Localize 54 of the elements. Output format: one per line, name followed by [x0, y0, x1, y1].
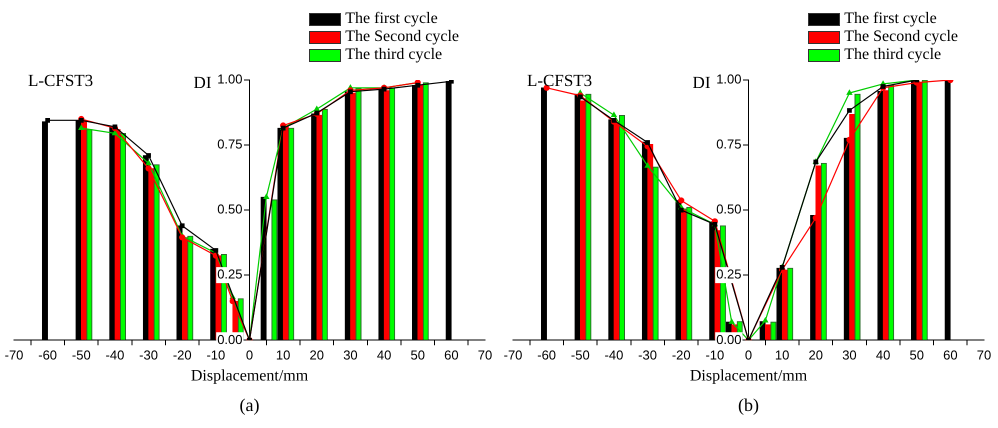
x-tick-label: 30 [343, 348, 358, 363]
y-tick-label: 0.50 [217, 202, 242, 217]
x-tick-label: -10 [705, 348, 724, 363]
legend-label: The Second cycle [345, 28, 459, 46]
y-tick-label: 0.75 [716, 136, 742, 152]
x-tick-label: -10 [206, 348, 226, 363]
x-axis-title: Displacement/mm [690, 368, 808, 385]
x-tick-label: -40 [604, 348, 624, 363]
legend-label: The Second cycle [844, 28, 958, 46]
chart-title: L-CFST3 [28, 71, 94, 90]
y-axis-title: DI [194, 73, 212, 92]
legend-label: The third cycle [844, 46, 942, 64]
x-tick-label: -70 [4, 348, 24, 363]
y-tick-label: 0.00 [217, 332, 242, 347]
x-tick-label: -40 [106, 348, 124, 363]
x-tick-label: -60 [537, 348, 556, 363]
x-tick-label: 50 [410, 348, 425, 363]
x-tick-label: -20 [672, 348, 691, 363]
legend-label: The first cycle [345, 10, 438, 28]
legend-label: The third cycle [345, 46, 442, 64]
y-tick-label: 0.50 [716, 202, 742, 217]
x-tick-label: 50 [909, 348, 924, 363]
x-tick-label: 40 [376, 348, 392, 363]
x-tick-label: -70 [504, 348, 522, 363]
y-tick-label: 0.25 [716, 266, 742, 282]
legend-label: The first cycle [844, 10, 937, 28]
x-tick-label: 60 [444, 348, 459, 363]
x-tick-label: 70 [478, 348, 492, 363]
x-tick-label: 0 [744, 348, 752, 363]
x-tick-label: -60 [38, 348, 58, 363]
x-tick-label: 0 [246, 348, 254, 363]
y-axis-title: DI [692, 73, 711, 92]
x-tick-label: 10 [276, 348, 290, 363]
y-tick-label: 0.00 [716, 332, 742, 347]
text: (a) [238, 395, 260, 416]
x-tick-label: -50 [570, 348, 590, 363]
y-tick-label: 1.00 [217, 72, 242, 87]
x-tick-label: -30 [139, 348, 158, 363]
x-tick-label: 20 [808, 348, 824, 363]
x-tick-label: -50 [72, 348, 91, 363]
x-tick-label: 30 [842, 348, 857, 363]
chart-title: L-CFST3 [527, 71, 592, 90]
x-axis-title: Displacement/mm [190, 368, 309, 385]
x-tick-label: -20 [172, 348, 192, 363]
x-tick-label: 40 [876, 348, 890, 363]
x-tick-label: 70 [976, 348, 992, 363]
y-tick-label: 0.25 [217, 266, 242, 282]
x-tick-label: 10 [774, 348, 790, 363]
y-tick-label: 1.00 [716, 72, 742, 87]
x-tick-label: -30 [638, 348, 657, 363]
x-tick-label: 20 [310, 348, 324, 363]
y-tick-label: 0.75 [217, 136, 242, 152]
text: (b) [737, 395, 760, 416]
x-tick-label: 60 [943, 348, 958, 363]
